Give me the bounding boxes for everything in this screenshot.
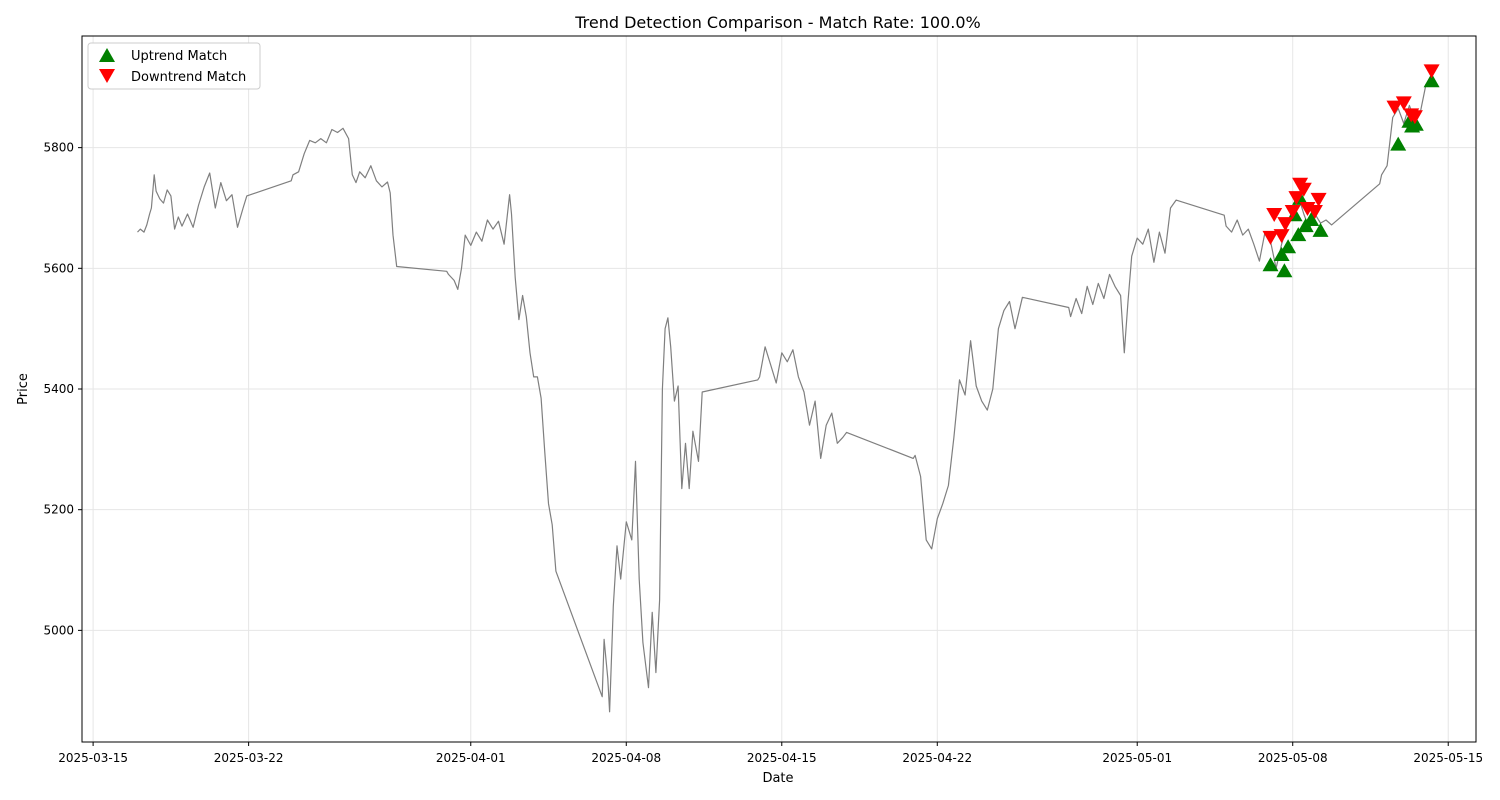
x-tick-label: 2025-03-15 <box>58 751 128 765</box>
uptrend-marker <box>1312 222 1329 237</box>
downtrend-marker <box>1306 205 1323 219</box>
uptrend-marker <box>1303 212 1320 226</box>
price-series <box>137 77 1433 713</box>
x-tick-label: 2025-03-22 <box>214 751 284 765</box>
uptrend-marker <box>1423 73 1440 88</box>
downtrend-marker <box>1262 230 1279 245</box>
downtrend-marker <box>1288 191 1305 206</box>
legend: Uptrend Match Downtrend Match <box>87 42 261 90</box>
y-tick-label: 5400 <box>43 382 74 396</box>
legend-downtrend-marker <box>99 69 115 83</box>
x-tick-label: 2025-04-22 <box>902 751 972 765</box>
legend-box <box>87 42 261 90</box>
legend-uptrend-marker <box>99 48 115 62</box>
downtrend-marker <box>1284 205 1301 219</box>
trend-markers <box>1262 64 1440 278</box>
downtrend-marker <box>1277 217 1294 232</box>
y-tick-label: 5200 <box>43 503 74 517</box>
uptrend-marker <box>1390 136 1407 151</box>
x-tick-label: 2025-05-01 <box>1102 751 1172 765</box>
downtrend-marker <box>1295 182 1312 197</box>
downtrend-marker <box>1386 100 1403 115</box>
y-axis-ticks: 5000 5200 5400 5600 5800 <box>43 141 82 637</box>
price-line <box>137 77 1433 713</box>
downtrend-marker <box>1406 110 1423 125</box>
downtrend-marker <box>1423 64 1440 79</box>
x-tick-label: 2025-05-08 <box>1258 751 1328 765</box>
x-tick-label: 2025-04-15 <box>747 751 817 765</box>
y-tick-label: 5800 <box>43 141 74 155</box>
downtrend-marker <box>1266 208 1283 222</box>
y-tick-label: 5600 <box>43 261 74 275</box>
x-axis-title: Date <box>762 771 793 786</box>
x-axis-ticks: 2025-03-15 2025-03-22 2025-04-01 2025-04-08… <box>58 742 1483 765</box>
legend-downtrend-label: Downtrend Match <box>131 70 246 85</box>
uptrend-marker <box>1276 263 1293 278</box>
x-tick-label: 2025-04-08 <box>591 751 661 765</box>
downtrend-marker <box>1395 96 1412 111</box>
x-tick-label: 2025-04-01 <box>436 751 506 765</box>
x-tick-label: 2025-05-15 <box>1413 751 1483 765</box>
uptrend-marker <box>1407 116 1424 131</box>
grid <box>82 36 1476 742</box>
uptrend-marker <box>1262 257 1279 272</box>
y-tick-label: 5000 <box>43 623 74 637</box>
downtrend-marker <box>1273 229 1290 244</box>
downtrend-marker <box>1310 192 1327 207</box>
legend-uptrend-label: Uptrend Match <box>131 49 227 64</box>
chart-title: Trend Detection Comparison - Match Rate:… <box>574 13 981 32</box>
uptrend-marker <box>1280 239 1297 254</box>
y-axis-title: Price <box>16 373 31 405</box>
uptrend-marker <box>1290 227 1307 242</box>
uptrend-marker <box>1273 247 1290 261</box>
